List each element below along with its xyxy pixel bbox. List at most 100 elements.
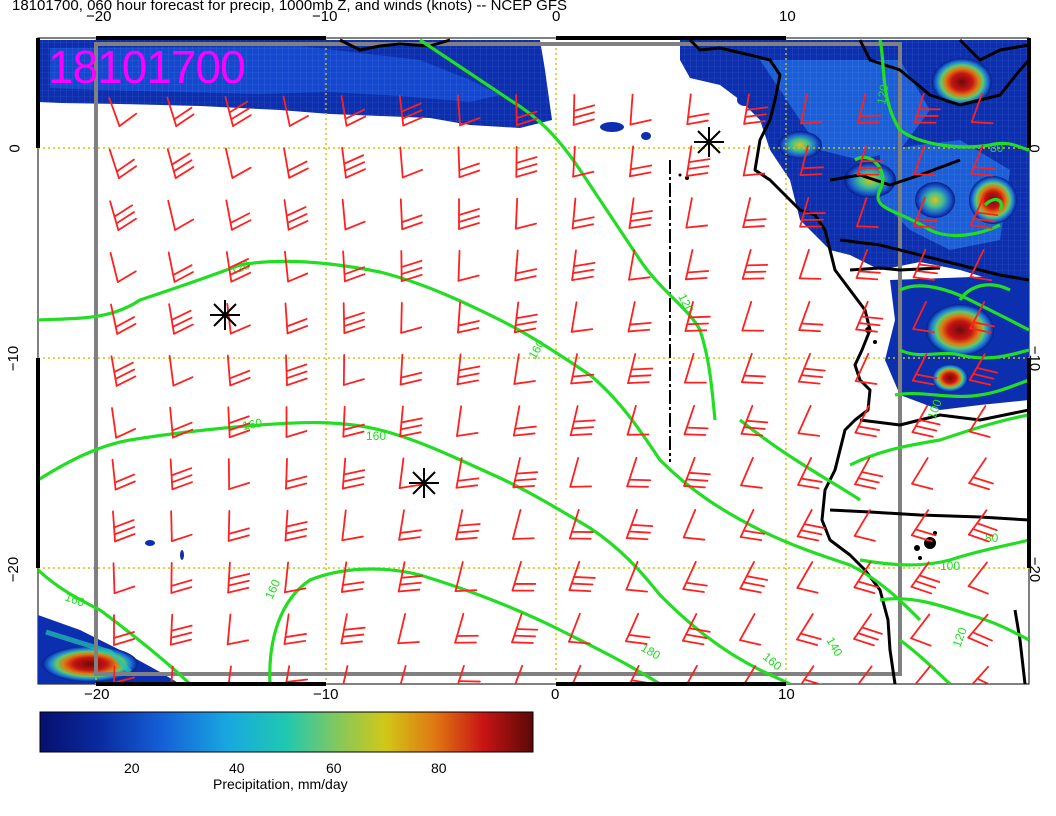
contour-label: 120 — [950, 625, 970, 649]
contour-label: 160 — [63, 590, 87, 610]
wind-barb — [342, 354, 365, 386]
wind-barb — [341, 457, 366, 490]
wind-barb — [683, 404, 709, 436]
wind-barb — [111, 458, 136, 491]
contour-label: 120 — [874, 83, 891, 105]
wind-barb — [911, 457, 934, 490]
wind-barb — [398, 457, 422, 490]
wind-barb — [855, 300, 884, 333]
top-tick-label: −10 — [312, 8, 338, 25]
top-tick-label: −20 — [86, 8, 112, 25]
wind-barb — [969, 301, 995, 334]
wind-barb — [455, 509, 481, 541]
wind-barb — [285, 406, 308, 438]
wind-barb — [572, 145, 595, 178]
precip-cell — [926, 304, 994, 356]
wind-barb — [856, 93, 882, 124]
wind-barb — [854, 457, 884, 490]
height-contours — [38, 38, 1029, 684]
wind-barb — [740, 352, 766, 385]
wind-barb — [970, 196, 999, 229]
wind-barb — [342, 302, 366, 335]
wind-barb — [341, 509, 364, 542]
wind-barb — [110, 355, 137, 387]
bottom-tick-label: −10 — [313, 686, 339, 703]
contour-label: 80 — [990, 141, 1004, 155]
wind-barb — [111, 407, 137, 439]
wind-barb — [400, 301, 423, 334]
wind-barb — [740, 456, 763, 489]
wind-barb — [628, 249, 651, 281]
bottom-tick-label: 0 — [551, 686, 560, 703]
colorbar-tick-label: 20 — [124, 760, 140, 776]
wind-barb — [224, 147, 252, 179]
wind-barb — [397, 613, 420, 645]
wind-barb — [342, 405, 365, 438]
wind-barb — [798, 248, 822, 280]
wind-barb — [627, 301, 652, 333]
wind-barb — [797, 456, 823, 490]
wind-barb — [340, 561, 365, 593]
wind-barb — [795, 665, 826, 684]
wind-barb — [571, 249, 596, 282]
wind-barb — [511, 561, 537, 592]
wind-barb — [168, 354, 194, 387]
wind-barb — [854, 352, 878, 385]
wind-barb — [169, 613, 193, 646]
wind-barb — [852, 665, 873, 684]
wind-barb — [684, 249, 710, 281]
wind-barb — [913, 196, 939, 229]
wind-barb — [800, 93, 823, 125]
wind-barb — [227, 406, 251, 439]
precip-cell — [915, 182, 955, 218]
colorbar-title: Precipitation, mm/day — [213, 776, 348, 792]
wind-barb — [739, 508, 766, 542]
wind-barb — [457, 94, 481, 127]
wind-barb — [400, 250, 423, 282]
wind-barb — [399, 198, 423, 231]
wind-barb — [514, 197, 537, 230]
contour-label: 100 — [925, 397, 945, 421]
wind-barb — [686, 93, 710, 126]
wind-barb — [570, 301, 594, 333]
wind-barb — [283, 199, 309, 231]
wind-barb — [967, 509, 998, 543]
wind-barb — [569, 405, 596, 437]
wind-barb — [108, 97, 138, 128]
wind-barb — [514, 249, 538, 282]
wind-barb — [738, 665, 757, 684]
wind-barb — [626, 405, 650, 436]
bottom-tick-label: 10 — [778, 686, 795, 703]
wind-barb — [913, 144, 937, 177]
wind-barb — [512, 405, 537, 437]
wind-barb — [742, 197, 767, 229]
wind-barb — [741, 300, 765, 332]
wind-barb — [969, 248, 993, 282]
wind-barb — [342, 250, 366, 283]
wind-barb — [683, 456, 711, 489]
wind-barb — [168, 303, 194, 335]
contour-label: 160 — [241, 416, 263, 433]
wind-barb — [109, 200, 137, 231]
wind-barb — [739, 561, 769, 594]
wind-barb — [513, 353, 536, 385]
wind-barb — [398, 94, 424, 127]
precip-cell — [778, 131, 822, 159]
wind-barb — [169, 665, 174, 684]
wind-barb — [797, 404, 821, 437]
wind-barbs — [108, 92, 999, 684]
wind-barb — [912, 300, 935, 334]
contour-label: 100 — [940, 559, 960, 573]
axis-frame-ticks — [36, 36, 1031, 686]
wind-barb — [913, 92, 941, 124]
wind-barb — [968, 405, 991, 438]
wind-barb — [628, 197, 653, 229]
wind-barb — [799, 145, 825, 177]
wind-barb — [682, 560, 708, 593]
asterisk-marker — [210, 300, 240, 330]
wind-barb — [283, 613, 307, 645]
map-title: 18101700, 060 hour forecast for precip, … — [12, 0, 567, 14]
wind-barb — [513, 301, 538, 334]
wind-barb — [967, 665, 998, 684]
